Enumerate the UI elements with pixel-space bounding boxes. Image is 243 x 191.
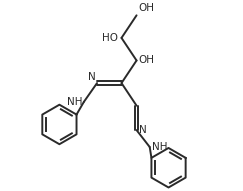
- Text: N: N: [88, 72, 96, 82]
- Text: HO: HO: [102, 33, 118, 43]
- Text: OH: OH: [139, 55, 155, 65]
- Text: NH: NH: [152, 142, 167, 152]
- Text: OH: OH: [139, 3, 155, 13]
- Text: NH: NH: [67, 97, 82, 107]
- Text: N: N: [139, 125, 147, 135]
